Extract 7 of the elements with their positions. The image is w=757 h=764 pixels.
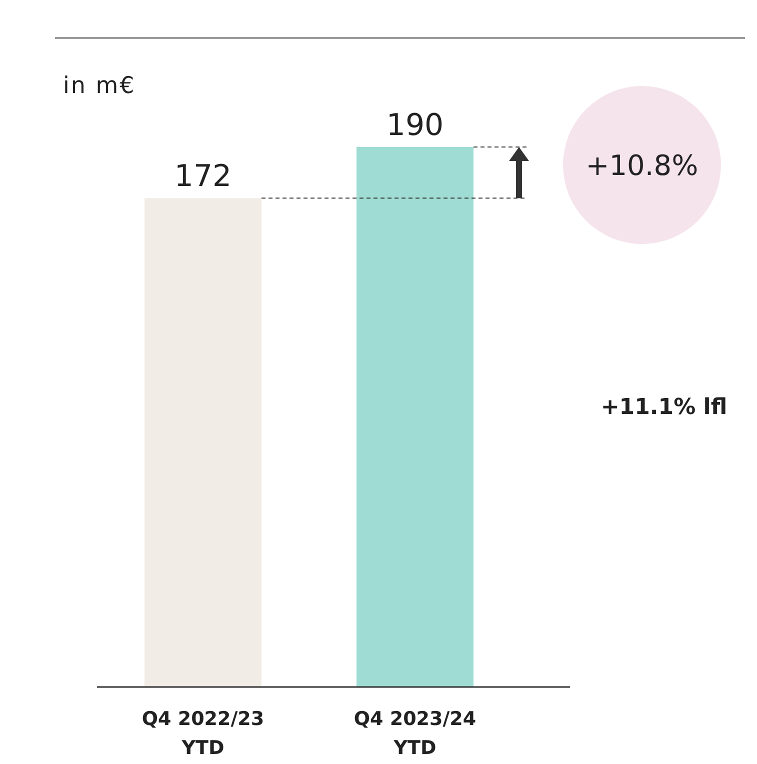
x-tick-label: Q4 2022/23 YTD (142, 708, 264, 759)
text: +10.8% (586, 149, 698, 182)
text: in m€ (63, 73, 136, 99)
data-label: 190 (386, 108, 444, 143)
x-tick-label: Q4 2023/24 YTD (354, 708, 476, 759)
data-label: 172 (174, 159, 232, 194)
text: +11.1% lfl (600, 395, 728, 420)
